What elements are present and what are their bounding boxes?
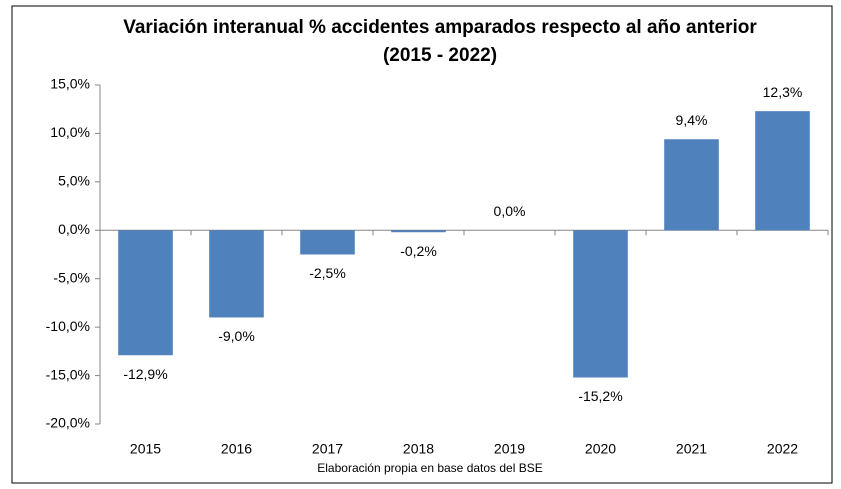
bar bbox=[391, 230, 446, 233]
data-label: 12,3% bbox=[763, 84, 803, 100]
y-tick-label: 5,0% bbox=[58, 173, 90, 189]
x-tick-label: 2016 bbox=[221, 441, 252, 457]
data-label: -12,9% bbox=[123, 366, 167, 382]
y-tick-label: 0,0% bbox=[58, 221, 90, 237]
data-label: 0,0% bbox=[494, 203, 526, 219]
y-tick-label: 10,0% bbox=[50, 124, 90, 140]
bar bbox=[209, 230, 264, 318]
x-tick-label: 2019 bbox=[494, 441, 525, 457]
x-tick-label: 2022 bbox=[767, 441, 798, 457]
bar bbox=[118, 230, 173, 356]
bar bbox=[300, 230, 355, 255]
y-tick-label: -15,0% bbox=[46, 366, 90, 382]
x-tick-label: 2017 bbox=[312, 441, 343, 457]
source-note: Elaboración propia en base datos del BSE bbox=[317, 461, 543, 475]
y-tick-label: -20,0% bbox=[46, 415, 90, 431]
data-label: -9,0% bbox=[218, 328, 255, 344]
x-tick-label: 2020 bbox=[585, 441, 616, 457]
data-label: -2,5% bbox=[309, 265, 346, 281]
x-tick-label: 2018 bbox=[403, 441, 434, 457]
y-tick-label: 15,0% bbox=[50, 76, 90, 92]
chart-title: Variación interanual % accidentes ampara… bbox=[123, 17, 757, 66]
bar bbox=[755, 111, 810, 231]
x-tick-label: 2015 bbox=[130, 441, 161, 457]
bar bbox=[664, 139, 719, 231]
data-label: 9,4% bbox=[676, 112, 708, 128]
data-label: -15,2% bbox=[578, 388, 622, 404]
data-label: -0,2% bbox=[400, 243, 437, 259]
y-tick-label: -5,0% bbox=[53, 269, 90, 285]
y-tick-label: -10,0% bbox=[46, 318, 90, 334]
bar bbox=[573, 230, 628, 378]
x-tick-label: 2021 bbox=[676, 441, 707, 457]
